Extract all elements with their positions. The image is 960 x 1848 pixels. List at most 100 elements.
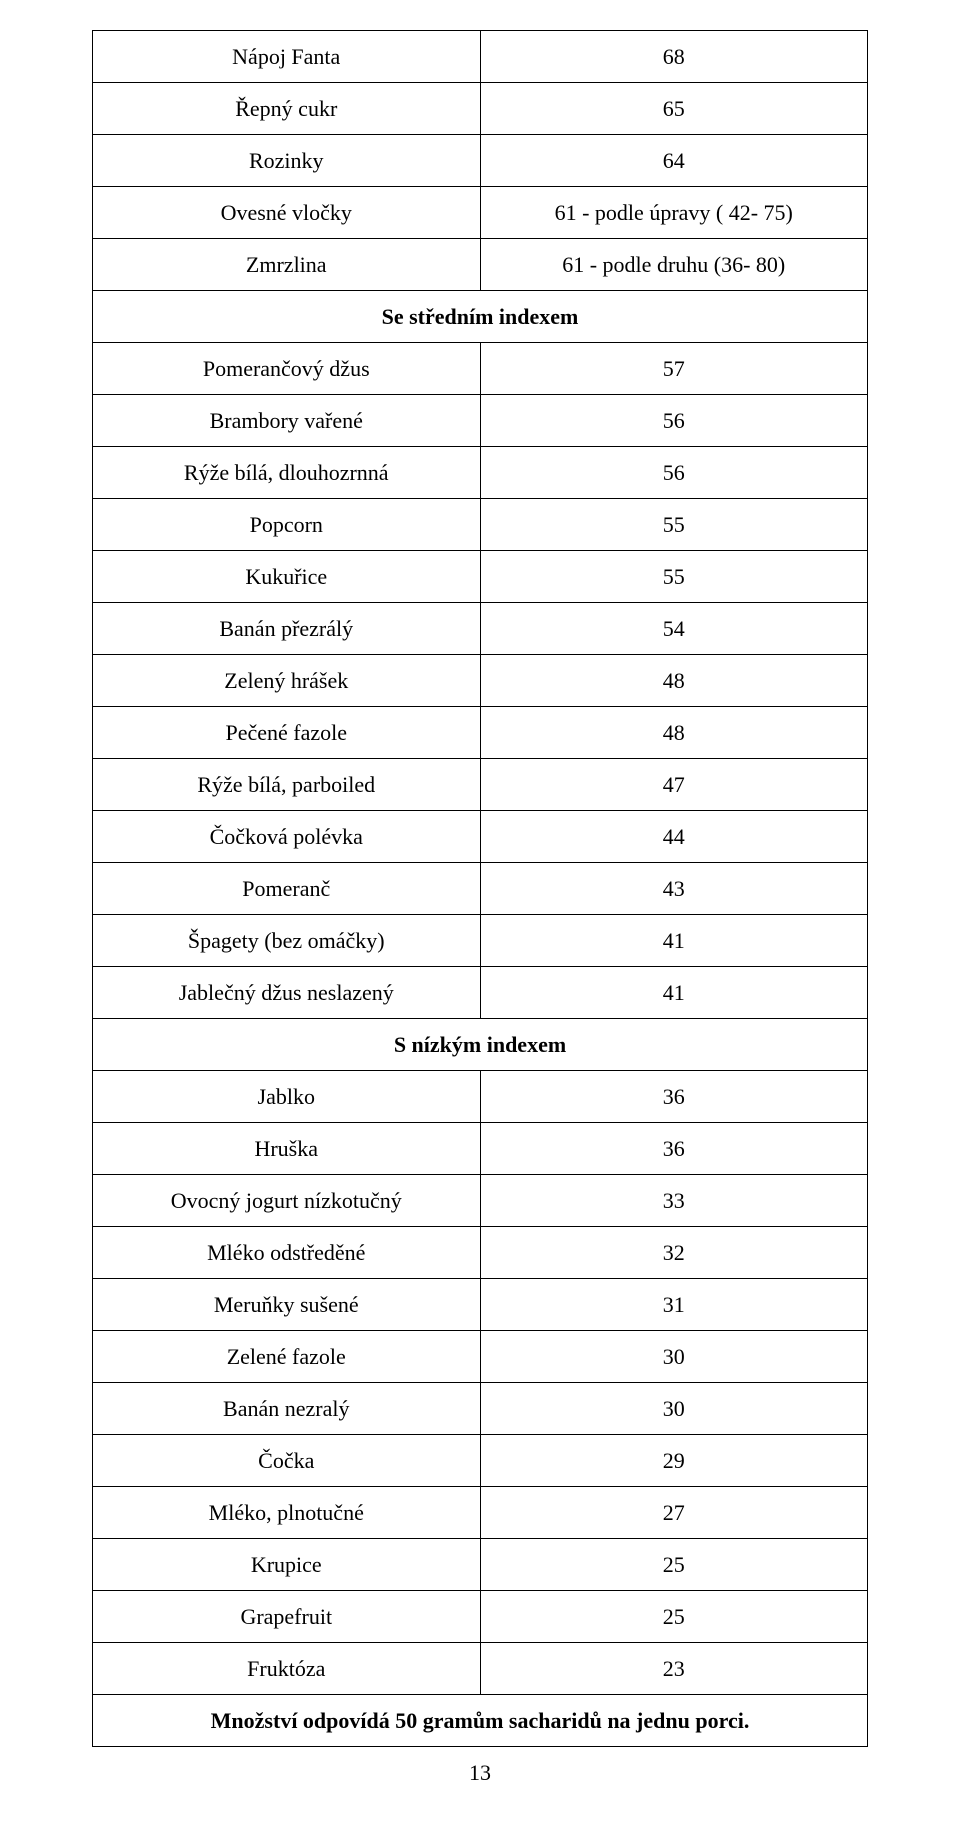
gi-value-cell: 41 xyxy=(480,915,868,967)
gi-value-cell: 48 xyxy=(480,655,868,707)
gi-value-cell: 56 xyxy=(480,395,868,447)
food-name-cell: Hruška xyxy=(93,1123,481,1175)
table-row: S nízkým indexem xyxy=(93,1019,868,1071)
table-row: Hruška36 xyxy=(93,1123,868,1175)
gi-value-cell: 47 xyxy=(480,759,868,811)
food-name-cell: Zelený hrášek xyxy=(93,655,481,707)
table-row: Fruktóza23 xyxy=(93,1643,868,1695)
table-row: Zmrzlina61 - podle druhu (36- 80) xyxy=(93,239,868,291)
section-header: Se středním indexem xyxy=(93,291,868,343)
gi-value-cell: 30 xyxy=(480,1383,868,1435)
gi-value-cell: 57 xyxy=(480,343,868,395)
food-name-cell: Zelené fazole xyxy=(93,1331,481,1383)
gi-value-cell: 68 xyxy=(480,31,868,83)
gi-table: Nápoj Fanta68Řepný cukr65Rozinky64Ovesné… xyxy=(92,30,868,1747)
table-row: Nápoj Fanta68 xyxy=(93,31,868,83)
table-row: Pomeranč43 xyxy=(93,863,868,915)
table-row: Rýže bílá, dlouhozrnná56 xyxy=(93,447,868,499)
gi-value-cell: 33 xyxy=(480,1175,868,1227)
gi-value-cell: 29 xyxy=(480,1435,868,1487)
food-name-cell: Rýže bílá, dlouhozrnná xyxy=(93,447,481,499)
table-row: Čočková polévka44 xyxy=(93,811,868,863)
table-row: Krupice25 xyxy=(93,1539,868,1591)
table-row: Rýže bílá, parboiled47 xyxy=(93,759,868,811)
table-row: Brambory vařené56 xyxy=(93,395,868,447)
table-row: Jablko36 xyxy=(93,1071,868,1123)
gi-value-cell: 32 xyxy=(480,1227,868,1279)
table-row: Pečené fazole48 xyxy=(93,707,868,759)
food-name-cell: Řepný cukr xyxy=(93,83,481,135)
gi-value-cell: 55 xyxy=(480,551,868,603)
gi-value-cell: 30 xyxy=(480,1331,868,1383)
table-row: Zelené fazole30 xyxy=(93,1331,868,1383)
table-row: Kukuřice55 xyxy=(93,551,868,603)
table-row: Popcorn55 xyxy=(93,499,868,551)
food-name-cell: Ovocný jogurt nízkotučný xyxy=(93,1175,481,1227)
gi-value-cell: 54 xyxy=(480,603,868,655)
food-name-cell: Grapefruit xyxy=(93,1591,481,1643)
table-row: Špagety (bez omáčky)41 xyxy=(93,915,868,967)
food-name-cell: Jablečný džus neslazený xyxy=(93,967,481,1019)
food-name-cell: Pomerančový džus xyxy=(93,343,481,395)
gi-value-cell: 25 xyxy=(480,1591,868,1643)
gi-value-cell: 64 xyxy=(480,135,868,187)
food-name-cell: Ovesné vločky xyxy=(93,187,481,239)
page: Nápoj Fanta68Řepný cukr65Rozinky64Ovesné… xyxy=(0,0,960,1848)
gi-value-cell: 31 xyxy=(480,1279,868,1331)
food-name-cell: Čočka xyxy=(93,1435,481,1487)
food-name-cell: Rozinky xyxy=(93,135,481,187)
table-row: Grapefruit25 xyxy=(93,1591,868,1643)
food-name-cell: Mléko odstředěné xyxy=(93,1227,481,1279)
gi-value-cell: 36 xyxy=(480,1071,868,1123)
food-name-cell: Banán nezralý xyxy=(93,1383,481,1435)
food-name-cell: Banán přezrálý xyxy=(93,603,481,655)
gi-value-cell: 55 xyxy=(480,499,868,551)
table-row: Ovocný jogurt nízkotučný33 xyxy=(93,1175,868,1227)
food-name-cell: Pečené fazole xyxy=(93,707,481,759)
table-row: Mléko, plnotučné27 xyxy=(93,1487,868,1539)
gi-value-cell: 65 xyxy=(480,83,868,135)
table-row: Ovesné vločky61 - podle úpravy ( 42- 75) xyxy=(93,187,868,239)
gi-value-cell: 41 xyxy=(480,967,868,1019)
table-row: Pomerančový džus57 xyxy=(93,343,868,395)
gi-value-cell: 43 xyxy=(480,863,868,915)
food-name-cell: Brambory vařené xyxy=(93,395,481,447)
table-row: Zelený hrášek48 xyxy=(93,655,868,707)
table-row: Rozinky64 xyxy=(93,135,868,187)
page-number: 13 xyxy=(0,1760,960,1786)
table-row: Banán přezrálý54 xyxy=(93,603,868,655)
table-row: Řepný cukr65 xyxy=(93,83,868,135)
food-name-cell: Kukuřice xyxy=(93,551,481,603)
food-name-cell: Zmrzlina xyxy=(93,239,481,291)
food-name-cell: Čočková polévka xyxy=(93,811,481,863)
table-row: Se středním indexem xyxy=(93,291,868,343)
food-name-cell: Špagety (bez omáčky) xyxy=(93,915,481,967)
food-name-cell: Jablko xyxy=(93,1071,481,1123)
gi-value-cell: 44 xyxy=(480,811,868,863)
food-name-cell: Pomeranč xyxy=(93,863,481,915)
gi-value-cell: 27 xyxy=(480,1487,868,1539)
gi-value-cell: 36 xyxy=(480,1123,868,1175)
food-name-cell: Nápoj Fanta xyxy=(93,31,481,83)
food-name-cell: Mléko, plnotučné xyxy=(93,1487,481,1539)
gi-value-cell: 56 xyxy=(480,447,868,499)
table-row: Jablečný džus neslazený41 xyxy=(93,967,868,1019)
gi-value-cell: 25 xyxy=(480,1539,868,1591)
food-name-cell: Rýže bílá, parboiled xyxy=(93,759,481,811)
table-row: Mléko odstředěné32 xyxy=(93,1227,868,1279)
section-header: S nízkým indexem xyxy=(93,1019,868,1071)
gi-value-cell: 61 - podle úpravy ( 42- 75) xyxy=(480,187,868,239)
table-row: Meruňky sušené31 xyxy=(93,1279,868,1331)
table-row: Čočka29 xyxy=(93,1435,868,1487)
gi-value-cell: 48 xyxy=(480,707,868,759)
gi-table-body: Nápoj Fanta68Řepný cukr65Rozinky64Ovesné… xyxy=(93,31,868,1747)
gi-value-cell: 61 - podle druhu (36- 80) xyxy=(480,239,868,291)
table-row: Banán nezralý30 xyxy=(93,1383,868,1435)
table-footer-note: Množství odpovídá 50 gramům sacharidů na… xyxy=(93,1695,868,1747)
food-name-cell: Popcorn xyxy=(93,499,481,551)
food-name-cell: Meruňky sušené xyxy=(93,1279,481,1331)
table-row: Množství odpovídá 50 gramům sacharidů na… xyxy=(93,1695,868,1747)
food-name-cell: Krupice xyxy=(93,1539,481,1591)
food-name-cell: Fruktóza xyxy=(93,1643,481,1695)
gi-value-cell: 23 xyxy=(480,1643,868,1695)
